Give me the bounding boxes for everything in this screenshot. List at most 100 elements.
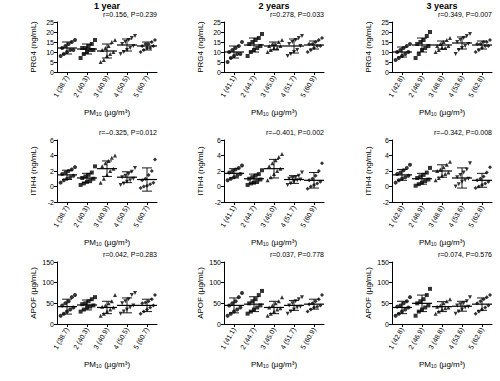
svg-text:PM₁₀ (µg/m³): PM₁₀ (µg/m³) — [251, 108, 298, 117]
svg-text:5 (62.8): 5 (62.8) — [467, 74, 486, 99]
svg-text:15: 15 — [213, 39, 221, 46]
svg-text:0: 0 — [217, 69, 221, 76]
svg-text:3 years: 3 years — [426, 1, 457, 11]
svg-text:6: 6 — [50, 137, 54, 144]
svg-text:ITIH4 (ng/mL): ITIH4 (ng/mL) — [196, 146, 205, 196]
svg-text:20: 20 — [46, 29, 54, 36]
svg-text:r=–0.325, P=0.012: r=–0.325, P=0.012 — [99, 129, 157, 136]
svg-text:2: 2 — [217, 168, 221, 175]
svg-text:ITIH4 (ng/mL): ITIH4 (ng/mL) — [29, 146, 38, 196]
svg-text:4 (51.7): 4 (51.7) — [279, 326, 298, 351]
svg-text:APOF (µg/mL): APOF (µg/mL) — [196, 267, 205, 319]
svg-text:100: 100 — [42, 279, 54, 286]
svg-text:2 (46.9): 2 (46.9) — [407, 326, 426, 351]
svg-text:PM₁₀ (µg/m³): PM₁₀ (µg/m³) — [419, 108, 466, 117]
svg-text:2 (40.3): 2 (40.3) — [72, 326, 91, 351]
svg-text:1 (42.8): 1 (42.8) — [387, 326, 406, 351]
svg-text:5: 5 — [217, 59, 221, 66]
svg-text:4: 4 — [217, 152, 221, 159]
svg-text:2 (46.9): 2 (46.9) — [407, 204, 426, 229]
svg-text:10: 10 — [213, 49, 221, 56]
svg-text:5 (60.9): 5 (60.9) — [299, 74, 318, 99]
svg-text:4: 4 — [385, 152, 389, 159]
svg-text:1 (41.1): 1 (41.1) — [219, 74, 238, 99]
svg-text:1 year: 1 year — [94, 1, 121, 11]
svg-text:2: 2 — [385, 168, 389, 175]
svg-text:PM₁₀ (µg/m³): PM₁₀ (µg/m³) — [251, 360, 298, 369]
svg-text:4: 4 — [50, 152, 54, 159]
svg-text:3 (48.8): 3 (48.8) — [427, 204, 446, 229]
svg-text:-2: -2 — [383, 199, 389, 206]
svg-text:1 (38.7): 1 (38.7) — [52, 326, 71, 351]
svg-text:6: 6 — [385, 137, 389, 144]
svg-text:APOF (µg/mL): APOF (µg/mL) — [364, 267, 373, 319]
svg-text:2: 2 — [50, 168, 54, 175]
svg-text:1 (41.1): 1 (41.1) — [219, 204, 238, 229]
svg-text:r=0.349, P=0.007: r=0.349, P=0.007 — [438, 11, 492, 18]
svg-text:3 (45.0): 3 (45.0) — [259, 74, 278, 99]
svg-text:5 (60.7): 5 (60.7) — [132, 74, 151, 99]
svg-text:10: 10 — [381, 49, 389, 56]
svg-text:PM₁₀ (µg/m³): PM₁₀ (µg/m³) — [84, 360, 131, 369]
svg-text:0: 0 — [385, 183, 389, 190]
svg-text:0: 0 — [50, 321, 54, 328]
svg-text:1 (42.8): 1 (42.8) — [387, 204, 406, 229]
svg-text:PRG4 (ng/mL): PRG4 (ng/mL) — [364, 21, 373, 73]
svg-text:20: 20 — [381, 29, 389, 36]
svg-text:PM₁₀ (µg/m³): PM₁₀ (µg/m³) — [419, 360, 466, 369]
svg-text:3 (40.9): 3 (40.9) — [92, 74, 111, 99]
svg-text:PRG4 (ng/mL): PRG4 (ng/mL) — [196, 21, 205, 73]
svg-text:25: 25 — [381, 19, 389, 26]
svg-text:r=–0.342, P=0.008: r=–0.342, P=0.008 — [434, 129, 492, 136]
svg-text:5: 5 — [50, 59, 54, 66]
svg-text:PM₁₀ (µg/m³): PM₁₀ (µg/m³) — [419, 238, 466, 247]
svg-text:PM₁₀ (µg/m³): PM₁₀ (µg/m³) — [251, 238, 298, 247]
svg-text:PM₁₀ (µg/m³): PM₁₀ (µg/m³) — [84, 108, 131, 117]
svg-text:5 (60.7): 5 (60.7) — [132, 326, 151, 351]
svg-text:5 (62.8): 5 (62.8) — [467, 204, 486, 229]
svg-text:2 (40.3): 2 (40.3) — [72, 204, 91, 229]
svg-text:4 (53.6): 4 (53.6) — [447, 204, 466, 229]
svg-text:10: 10 — [46, 49, 54, 56]
svg-text:50: 50 — [213, 300, 221, 307]
svg-text:1 (38.7): 1 (38.7) — [52, 74, 71, 99]
svg-text:5 (60.9): 5 (60.9) — [299, 204, 318, 229]
svg-text:-2: -2 — [48, 199, 54, 206]
svg-text:3 (45.0): 3 (45.0) — [259, 204, 278, 229]
svg-text:5 (60.7): 5 (60.7) — [132, 204, 151, 229]
svg-text:0: 0 — [217, 321, 221, 328]
svg-text:2 (44.7): 2 (44.7) — [239, 74, 258, 99]
svg-text:20: 20 — [213, 29, 221, 36]
svg-text:4 (50.5): 4 (50.5) — [112, 204, 131, 229]
svg-text:15: 15 — [381, 39, 389, 46]
svg-text:5 (62.8): 5 (62.8) — [467, 326, 486, 351]
svg-text:25: 25 — [213, 19, 221, 26]
svg-text:3 (40.9): 3 (40.9) — [92, 204, 111, 229]
svg-text:-2: -2 — [215, 199, 221, 206]
svg-text:2 years: 2 years — [258, 1, 289, 11]
svg-text:0: 0 — [385, 321, 389, 328]
svg-text:0: 0 — [217, 183, 221, 190]
svg-text:4 (53.6): 4 (53.6) — [447, 74, 466, 99]
svg-text:3 (48.8): 3 (48.8) — [427, 326, 446, 351]
svg-text:4 (51.7): 4 (51.7) — [279, 74, 298, 99]
svg-text:APOF (µg/mL): APOF (µg/mL) — [29, 267, 38, 319]
svg-text:2 (46.9): 2 (46.9) — [407, 74, 426, 99]
svg-text:r=0.037, P=0.778: r=0.037, P=0.778 — [270, 251, 324, 258]
svg-text:r=–0.401, P=0.002: r=–0.401, P=0.002 — [266, 129, 324, 136]
svg-text:r=0.156, P=0.239: r=0.156, P=0.239 — [103, 11, 157, 18]
svg-text:150: 150 — [209, 259, 221, 266]
svg-text:3 (48.8): 3 (48.8) — [427, 74, 446, 99]
svg-text:150: 150 — [42, 259, 54, 266]
svg-text:4 (50.5): 4 (50.5) — [112, 74, 131, 99]
svg-text:0: 0 — [385, 69, 389, 76]
svg-text:15: 15 — [46, 39, 54, 46]
svg-text:5: 5 — [385, 59, 389, 66]
svg-text:25: 25 — [46, 19, 54, 26]
svg-text:100: 100 — [209, 279, 221, 286]
svg-text:PM₁₀ (µg/m³): PM₁₀ (µg/m³) — [84, 238, 131, 247]
svg-text:4 (51.7): 4 (51.7) — [279, 204, 298, 229]
svg-text:50: 50 — [381, 300, 389, 307]
svg-text:100: 100 — [377, 279, 389, 286]
svg-text:3 (40.9): 3 (40.9) — [92, 326, 111, 351]
